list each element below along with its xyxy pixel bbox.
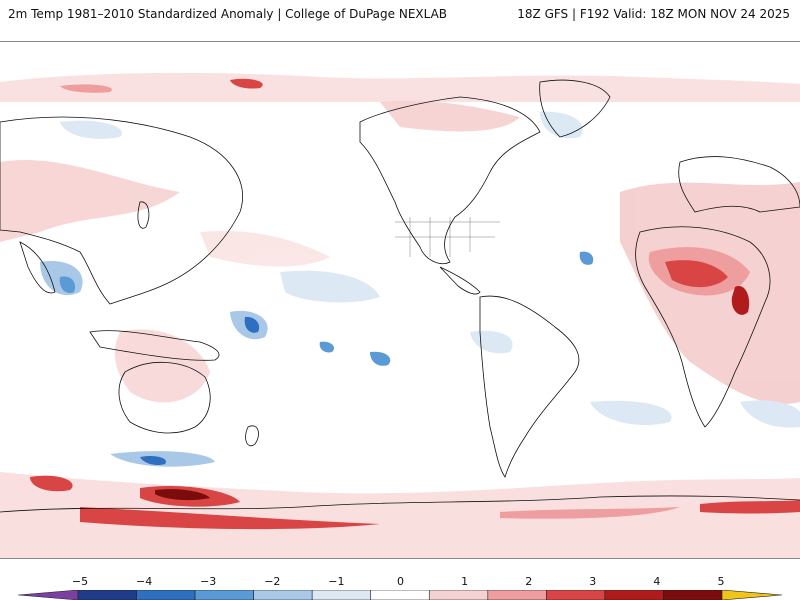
colorbar-tick-label: 0 [397, 575, 404, 588]
colorbar-tick-label: −1 [328, 575, 345, 588]
coastlines [0, 79, 800, 513]
colorbar-tick-label: 2 [525, 575, 533, 588]
south-america-outline [479, 295, 580, 478]
australia-outline [118, 361, 211, 434]
colorbar-labels: −5 −4 −3 −2 −1 0 1 2 3 4 5 [0, 575, 800, 589]
model-valid-time: 18Z GFS | F192 Valid: 18Z MON NOV 24 202… [517, 7, 790, 21]
greenland-outline [539, 79, 611, 138]
europe-outline [678, 156, 800, 213]
colorbar-segment [487, 590, 547, 600]
colorbar-tick-label: −5 [71, 575, 89, 588]
colorbar-segment [253, 590, 313, 600]
colorbar-tick-label: −4 [135, 575, 153, 588]
colorbar-tick-label: 4 [653, 575, 661, 588]
colorbar-strip [17, 590, 783, 600]
north-america-outline [359, 96, 541, 264]
strong-warm-anomalies [30, 78, 800, 530]
cool-anomaly-fields [40, 111, 800, 467]
colorbar-segment [604, 590, 664, 600]
colorbar-tick-label: −3 [200, 575, 217, 588]
indonesia-outline [89, 330, 220, 361]
anomaly-map [0, 41, 800, 559]
new-zealand-outline [245, 425, 259, 447]
us-state-boundaries [395, 217, 500, 257]
antarctica-outline [0, 495, 800, 513]
asia-outline [0, 116, 243, 305]
south-asia-outline [19, 241, 56, 294]
colorbar-segment [428, 590, 489, 600]
map-canvas [0, 42, 800, 558]
colorbar-segment [311, 590, 372, 600]
colorbar-segment [546, 590, 606, 600]
japan-outline [137, 201, 150, 229]
colorbar-tick-label: 1 [461, 575, 469, 588]
central-america-outline [439, 266, 481, 295]
colorbar-low-extend [17, 590, 79, 600]
colorbar-segment [77, 590, 137, 600]
colorbar-high-extend [721, 590, 783, 600]
colorbar-segment [136, 590, 196, 600]
colorbar-segment [370, 590, 430, 600]
warm-anomaly-fields [0, 72, 800, 558]
colorbar-segment [663, 590, 723, 600]
colorbar-segment [194, 590, 254, 600]
map-title: 2m Temp 1981–2010 Standardized Anomaly |… [8, 7, 448, 21]
colorbar-tick-label: 3 [589, 575, 597, 588]
colorbar-tick-label: 5 [717, 575, 725, 588]
header: 2m Temp 1981–2010 Standardized Anomaly |… [0, 0, 800, 28]
colorbar-tick-label: −2 [264, 575, 281, 588]
africa-outline [635, 226, 771, 428]
